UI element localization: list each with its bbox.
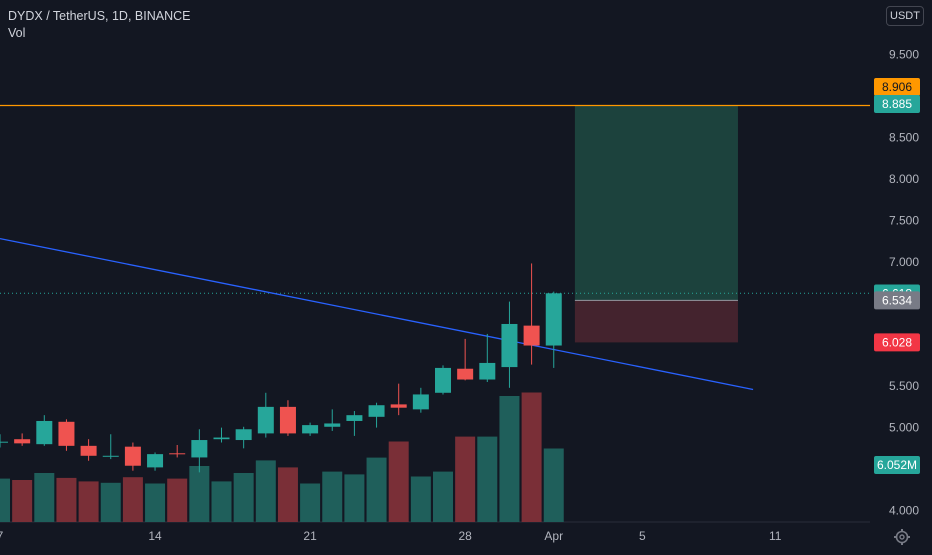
candle xyxy=(0,441,8,443)
volume-bar xyxy=(0,478,10,522)
volume-bar xyxy=(388,441,409,522)
price-label-volume xyxy=(874,456,920,474)
volume-bar xyxy=(455,436,476,522)
volume-bar xyxy=(34,473,55,522)
candle xyxy=(102,455,119,457)
candle xyxy=(324,423,341,427)
candle xyxy=(80,445,97,456)
time-tick-label: 14 xyxy=(148,529,162,543)
volume-indicator-label[interactable]: Vol xyxy=(8,26,26,40)
volume-bar xyxy=(189,466,210,522)
candle xyxy=(523,325,540,346)
price-label-target-text: 8.885 xyxy=(882,97,912,111)
volume-bar xyxy=(477,436,498,522)
price-label-target xyxy=(874,95,920,113)
price-tick-label: 5.500 xyxy=(889,379,919,393)
candle xyxy=(545,293,562,346)
price-tick-label: 8.000 xyxy=(889,172,919,186)
time-tick-label: Apr xyxy=(544,529,563,543)
volume-bar xyxy=(366,457,387,522)
price-label-entry xyxy=(874,291,920,310)
price-label-stop-text: 6.028 xyxy=(882,335,912,349)
time-tick-label: 7 xyxy=(0,529,4,543)
chart-legend: DYDX / TetherUS, 1D, BINANCE Vol xyxy=(8,8,190,42)
candle xyxy=(435,367,451,393)
volume-bar xyxy=(122,477,143,522)
candle xyxy=(346,415,363,421)
candle xyxy=(279,406,296,434)
candle xyxy=(235,429,252,441)
price-tick-label: 8.500 xyxy=(889,130,919,144)
price-label-entry-text: 6.534 xyxy=(882,293,912,307)
price-tick-label: 4.000 xyxy=(889,504,919,518)
candle xyxy=(390,404,407,408)
target-zone[interactable] xyxy=(574,105,738,301)
price-tick-label: 7.000 xyxy=(889,255,919,269)
price-tick-label: 5.000 xyxy=(889,421,919,435)
time-tick-label: 5 xyxy=(639,529,646,543)
candle xyxy=(191,440,208,458)
stop-zone[interactable] xyxy=(574,300,738,343)
volume-bar xyxy=(145,483,166,522)
volume-bar xyxy=(543,448,564,522)
price-label-stop xyxy=(874,333,920,352)
volume-bar xyxy=(300,483,321,522)
candle xyxy=(169,453,186,455)
time-tick-label: 11 xyxy=(769,529,782,543)
volume-bar xyxy=(12,480,33,522)
volume-bar xyxy=(433,471,453,522)
price-tick-label: 9.500 xyxy=(889,48,919,62)
volume-bar xyxy=(499,396,520,522)
price-label-alert-text: 8.906 xyxy=(882,80,912,94)
candle xyxy=(213,437,230,440)
price-label-volume-text: 6.052M xyxy=(877,458,917,472)
volume-bar xyxy=(255,460,276,522)
candle xyxy=(58,421,75,446)
candle xyxy=(257,406,274,434)
volume-bar xyxy=(211,481,232,522)
trendline[interactable] xyxy=(0,237,754,391)
currency-button[interactable]: USDT xyxy=(886,6,924,26)
candle xyxy=(36,420,53,445)
time-tick-label: 21 xyxy=(303,529,317,543)
volume-bar xyxy=(521,392,542,522)
volume-bar xyxy=(167,478,188,522)
candle xyxy=(124,446,141,466)
candle xyxy=(14,439,31,444)
candle xyxy=(479,362,496,380)
gear-icon[interactable] xyxy=(893,528,911,546)
volume-bar xyxy=(410,476,431,522)
candle xyxy=(368,405,385,417)
price-label-alert xyxy=(874,78,920,96)
candle xyxy=(147,454,164,468)
symbol-title[interactable]: DYDX / TetherUS, 1D, BINANCE xyxy=(8,9,191,23)
candle xyxy=(501,323,518,368)
volume-bar xyxy=(322,471,343,522)
volume-bar xyxy=(233,473,254,522)
candle xyxy=(302,425,319,434)
volume-bar xyxy=(56,477,77,522)
candle xyxy=(457,368,474,380)
price-tick-label: 7.500 xyxy=(889,213,919,227)
volume-bar xyxy=(344,474,365,522)
volume-bar xyxy=(78,481,99,522)
volume-bar xyxy=(100,482,121,522)
volume-bar xyxy=(277,467,298,522)
time-tick-label: 28 xyxy=(458,529,472,543)
candle xyxy=(412,394,429,410)
